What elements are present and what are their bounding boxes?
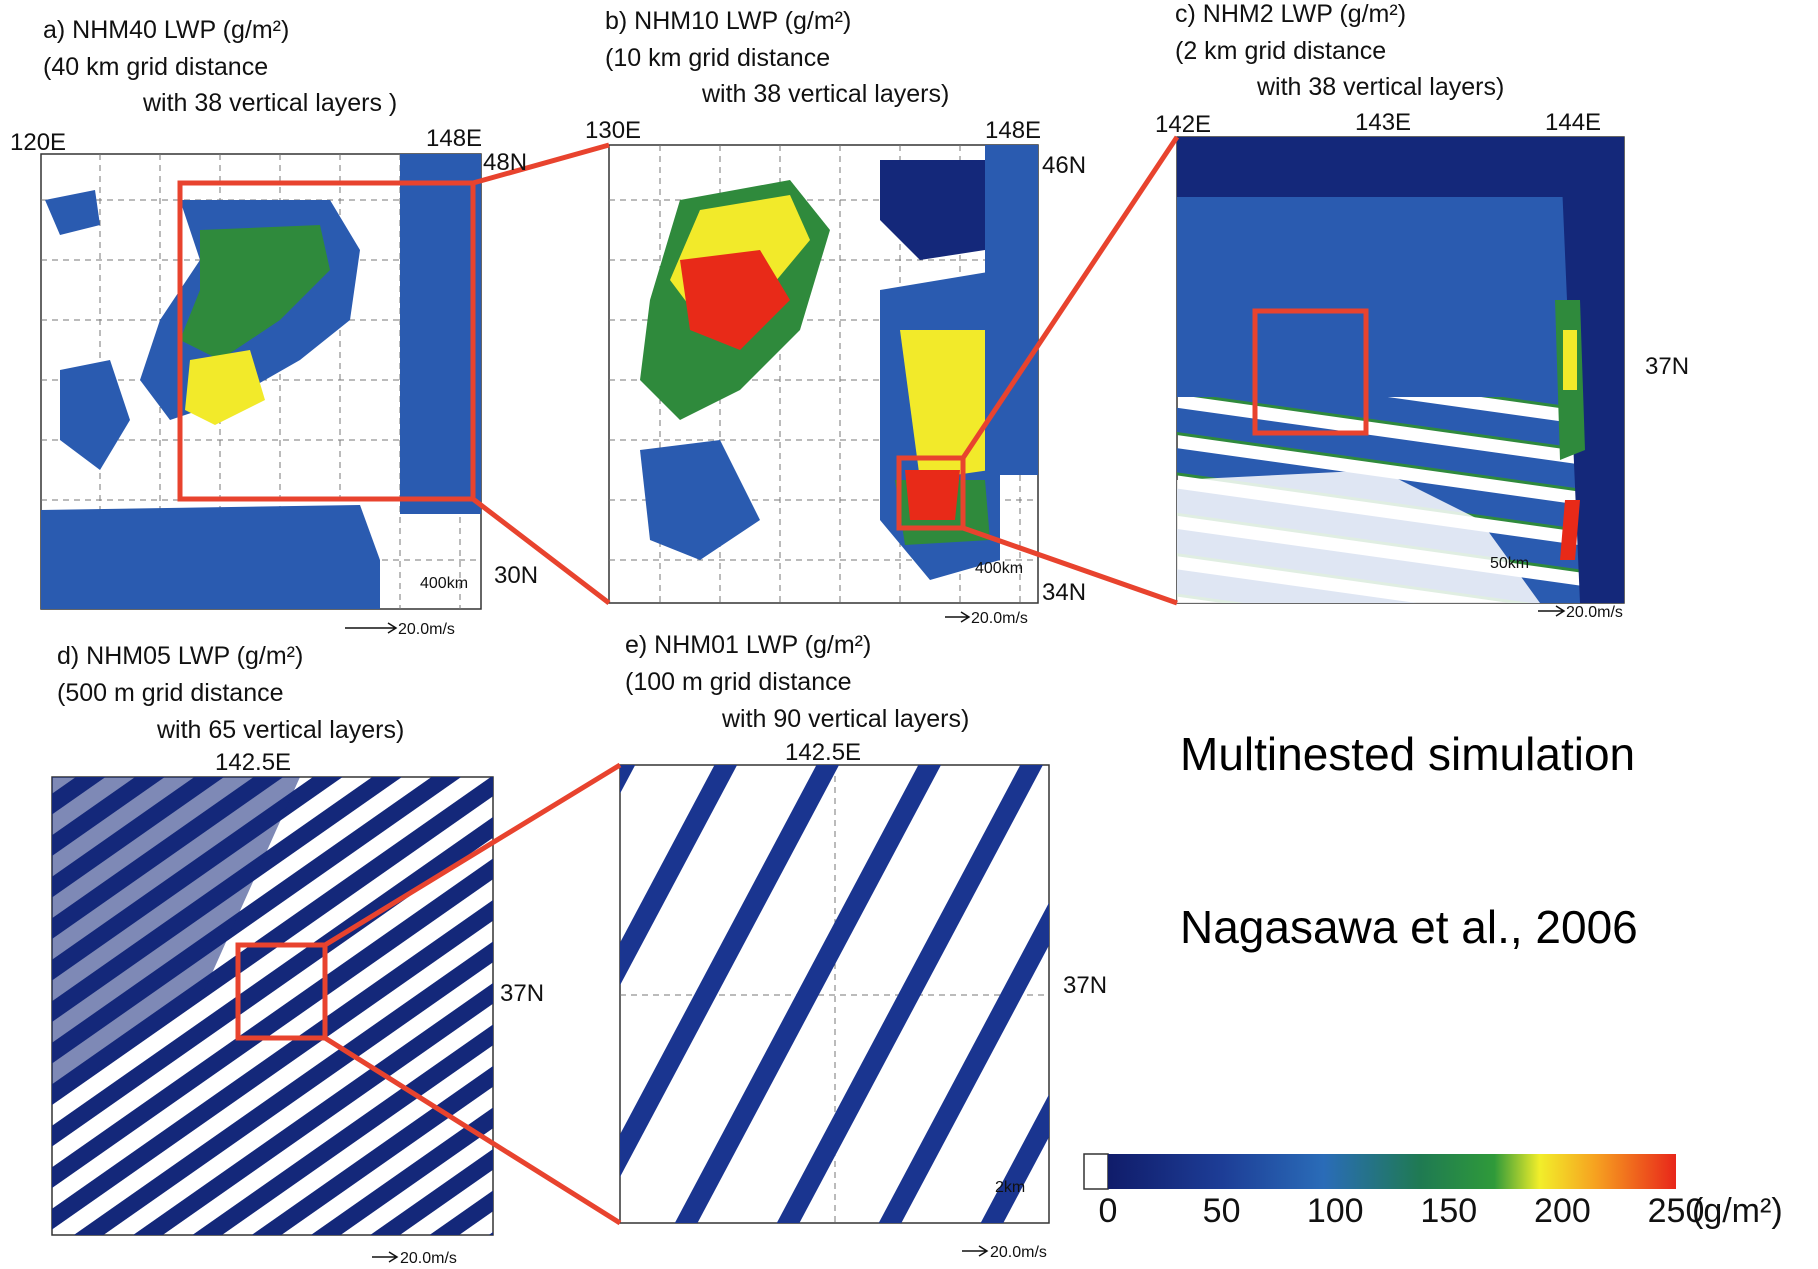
panel-title: e) NHM01 LWP (g/m²) <box>625 631 871 659</box>
axis-label: 120E <box>10 129 66 156</box>
axis-label: 30N <box>494 562 538 589</box>
colorbar-tick-label: 50 <box>1203 1192 1241 1230</box>
colorbar-tick-label: 150 <box>1420 1192 1477 1230</box>
panel-subtitle: with 65 vertical layers) <box>156 716 404 744</box>
vector-arrow <box>372 1252 397 1262</box>
map-e <box>620 765 1049 1223</box>
vector-label: 20.0m/s <box>1566 604 1623 621</box>
figure: a) NHM40 LWP (g/m²) (40 km grid distance… <box>0 0 1818 1269</box>
colorbar-tick-label: 200 <box>1534 1192 1591 1230</box>
panel-subtitle: (10 km grid distance <box>605 44 830 72</box>
panel-subtitle: (100 m grid distance <box>625 668 852 696</box>
panel-subtitle: (2 km grid distance <box>1175 37 1386 65</box>
axis-label: 142E <box>1155 111 1211 138</box>
panel-subtitle: with 90 vertical layers) <box>721 705 969 733</box>
vector-label: 20.0m/s <box>990 1244 1047 1261</box>
scale-label: 50km <box>1490 555 1529 572</box>
axis-label: 143E <box>1355 109 1411 136</box>
map-a <box>41 154 481 609</box>
panel-subtitle: with 38 vertical layers ) <box>142 89 397 117</box>
axis-label: 144E <box>1545 109 1601 136</box>
axis-label: 46N <box>1042 152 1086 179</box>
axis-label: 148E <box>426 125 482 152</box>
axis-label: 37N <box>1645 353 1689 380</box>
vector-arrow <box>962 1246 987 1256</box>
axis-label: 37N <box>500 980 544 1007</box>
vector-label: 20.0m/s <box>400 1250 457 1267</box>
colorbar-tick-label: 100 <box>1307 1192 1364 1230</box>
panel-title: c) NHM2 LWP (g/m²) <box>1175 0 1406 28</box>
colorbar-ramp <box>1108 1154 1676 1189</box>
panel-subtitle: with 38 vertical layers) <box>701 80 949 108</box>
axis-label: 142.5E <box>215 749 291 776</box>
panel-title: b) NHM10 LWP (g/m²) <box>605 7 851 35</box>
map-c <box>1177 137 1624 603</box>
panel-subtitle: (40 km grid distance <box>43 53 268 81</box>
axis-label: 142.5E <box>785 739 861 766</box>
colorbar-tick-label: 250 <box>1648 1192 1705 1230</box>
axis-label: 34N <box>1042 579 1086 606</box>
vector-arrow <box>345 623 396 633</box>
panel-title: d) NHM05 LWP (g/m²) <box>57 642 303 670</box>
citation: Nagasawa et al., 2006 <box>1180 901 1638 953</box>
scale-label: 400km <box>420 575 468 592</box>
panel-subtitle: with 38 vertical layers) <box>1256 73 1504 101</box>
axis-label: 48N <box>483 149 527 176</box>
map-d <box>52 777 493 1235</box>
colorbar-zero <box>1084 1154 1108 1189</box>
scale-label: 2km <box>995 1179 1025 1196</box>
axis-label: 130E <box>585 117 641 144</box>
colorbar-unit: (g/m²) <box>1692 1192 1783 1230</box>
vector-label: 20.0m/s <box>398 621 455 638</box>
axis-label: 37N <box>1063 972 1107 999</box>
colorbar: (g/m²) 0 50 100 150 200 250 <box>1084 1154 1783 1230</box>
caption: Multinested simulation <box>1180 728 1635 780</box>
axis-label: 148E <box>985 117 1041 144</box>
vector-arrow <box>945 612 969 622</box>
panel-title: a) NHM40 LWP (g/m²) <box>43 16 289 44</box>
vector-label: 20.0m/s <box>971 610 1028 627</box>
vector-arrow <box>1538 606 1564 616</box>
panel-subtitle: (500 m grid distance <box>57 679 284 707</box>
colorbar-tick-label: 0 <box>1099 1192 1118 1230</box>
scale-label: 400km <box>975 560 1023 577</box>
